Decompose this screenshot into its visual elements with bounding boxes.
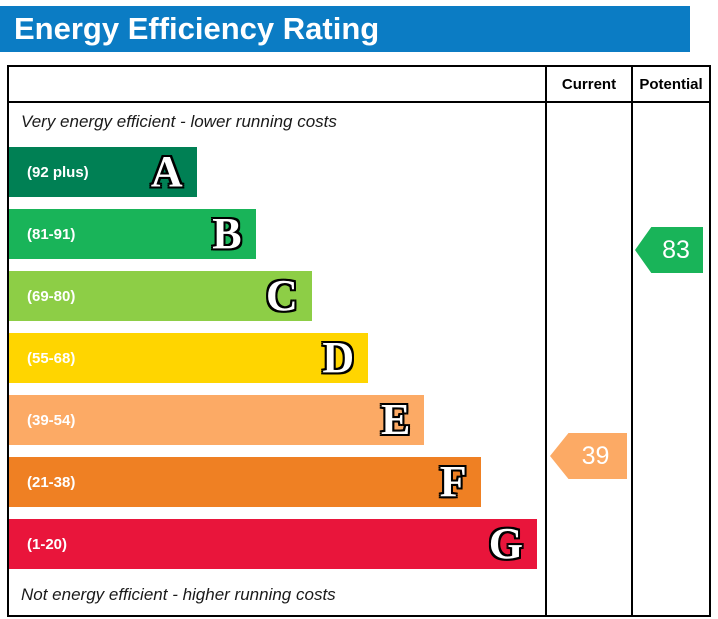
band-b-letter: B [212,209,242,258]
epc-chart: Current Potential Very energy efficient … [7,65,711,617]
potential-rating-value: 83 [662,235,690,264]
band-d-range: (55-68) [27,349,76,367]
top-caption: Very energy efficient - lower running co… [21,112,337,131]
band-a-range: (92 plus) [27,163,89,181]
band-f-range: (21-38) [27,473,76,491]
band-b-range: (81-91) [27,225,76,243]
band-a-bar: (92 plus) A [9,147,197,197]
band-c-bar: (69-80) C [9,271,312,321]
bands-area: Very energy efficient - lower running co… [9,103,545,615]
band-c-range: (69-80) [27,287,76,305]
band-d-bar: (55-68) D [9,333,369,383]
current-column: 39 [545,103,631,615]
band-row-a: (92 plus) A [9,141,545,203]
column-header-current: Current [561,75,617,93]
band-f-bar: (21-38) F [9,457,481,507]
band-b-bar: (81-91) B [9,209,256,259]
band-d-letter: D [322,333,355,382]
band-row-e: (39-54) E [9,389,545,451]
potential-column: 83 [631,103,709,615]
band-e-range: (39-54) [27,411,76,429]
page-title: Energy Efficiency Rating [0,6,690,52]
epc-grid: Current Potential Very energy efficient … [9,67,709,615]
header-cell-empty [9,67,545,103]
band-row-b: (81-91) B [9,203,545,265]
band-row-g: (1-20) G [9,513,545,575]
band-f-letter: F [439,457,467,506]
band-a-letter: A [150,147,183,196]
potential-rating-arrow: 83 [635,227,703,273]
band-g-bar: (1-20) G [9,519,537,569]
band-row-f: (21-38) F [9,451,545,513]
column-header-current-cell: Current [545,67,631,103]
current-rating-arrow: 39 [550,433,627,479]
bottom-caption: Not energy efficient - higher running co… [21,585,336,604]
column-header-potential-cell: Potential [631,67,709,103]
band-g-letter: G [488,519,523,568]
band-c-letter: C [266,271,298,320]
column-header-potential: Potential [639,75,703,93]
band-g-range: (1-20) [27,535,68,553]
band-e-letter: E [381,395,411,444]
current-rating-value: 39 [581,441,610,470]
band-row-c: (69-80) C [9,265,545,327]
band-row-d: (55-68) D [9,327,545,389]
band-e-bar: (39-54) E [9,395,425,445]
